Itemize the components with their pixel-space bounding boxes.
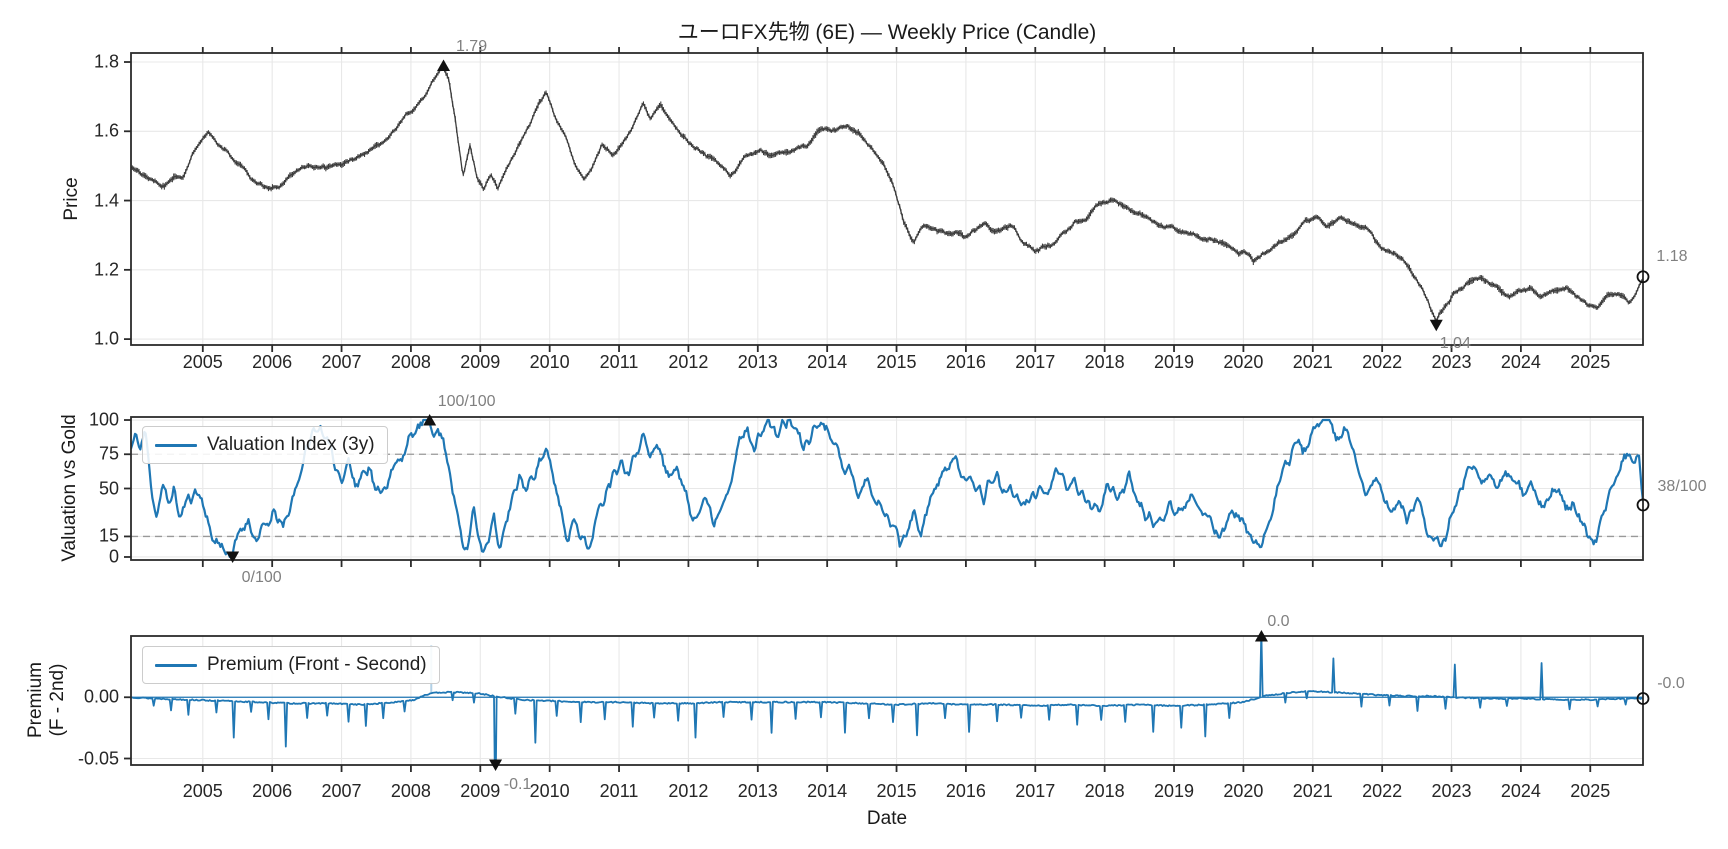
- chart-title: ユーロFX先物 (6E) — Weekly Price (Candle): [677, 21, 1097, 44]
- price-last-annotation: 1.18: [1656, 247, 1688, 265]
- x-tick-bottom-2012: 2012: [668, 781, 709, 801]
- x-tick-bottom-2017: 2017: [1015, 781, 1056, 801]
- valuation-axis-label-text: Valuation vs Gold: [59, 414, 80, 562]
- legend-line-sample-icon: [155, 663, 197, 667]
- premium-axis-label-line2: (F - 2nd): [47, 663, 68, 737]
- y-tick-premium-0.00: 0.00: [83, 686, 119, 707]
- x-tick-2025: 2025: [1570, 352, 1611, 372]
- x-tick-2019: 2019: [1154, 352, 1195, 372]
- valuation-low-annotation: 0/100: [241, 568, 282, 586]
- x-tick-2016: 2016: [945, 352, 986, 372]
- x-tick-bottom-2005: 2005: [182, 781, 223, 801]
- y-tick-price-1.6: 1.6: [93, 120, 119, 141]
- legend-line-sample-icon: [155, 443, 197, 447]
- valuation-last-annotation: 38/100: [1657, 477, 1707, 495]
- x-tick-2008: 2008: [390, 352, 431, 372]
- premium-low-annotation: -0.1: [503, 776, 532, 793]
- y-tick-price-1.4: 1.4: [93, 190, 119, 211]
- premium-legend: Premium (Front - Second): [142, 646, 440, 684]
- x-tick-2024: 2024: [1500, 352, 1541, 372]
- price-high-annotation: 1.79: [455, 38, 488, 56]
- x-tick-2018: 2018: [1084, 352, 1125, 372]
- x-tick-bottom-2025: 2025: [1570, 781, 1611, 801]
- x-tick-2010: 2010: [529, 352, 570, 372]
- y-tick-price-1.2: 1.2: [93, 259, 119, 280]
- x-tick-2005: 2005: [182, 352, 223, 372]
- valuation-legend-label: Valuation Index (3y): [207, 434, 375, 455]
- x-tick-bottom-2010: 2010: [529, 781, 570, 801]
- premium-last-annotation: -0.0: [1657, 675, 1685, 693]
- y-tick-price-1.8: 1.8: [93, 51, 119, 72]
- x-tick-2014: 2014: [807, 352, 848, 372]
- premium-axis-label: Premium (F - 2nd): [25, 662, 69, 738]
- x-tick-2009: 2009: [460, 352, 501, 372]
- x-tick-2020: 2020: [1223, 352, 1264, 372]
- x-tick-bottom-2016: 2016: [945, 781, 986, 801]
- price-low-annotation: 1.04: [1439, 335, 1471, 353]
- x-tick-2022: 2022: [1362, 352, 1403, 372]
- x-tick-bottom-2011: 2011: [599, 781, 639, 801]
- x-tick-bottom-2007: 2007: [321, 781, 362, 801]
- x-tick-2013: 2013: [737, 352, 778, 372]
- x-tick-bottom-2023: 2023: [1431, 781, 1472, 801]
- x-tick-2012: 2012: [668, 352, 709, 372]
- valuation-axis-label: Valuation vs Gold: [59, 414, 81, 562]
- premium-legend-label: Premium (Front - Second): [207, 654, 427, 675]
- x-tick-bottom-2024: 2024: [1500, 781, 1541, 801]
- x-tick-bottom-2008: 2008: [390, 781, 431, 801]
- x-tick-2015: 2015: [876, 352, 917, 372]
- y-tick-valuation-15: 15: [98, 525, 119, 546]
- x-tick-2006: 2006: [252, 352, 293, 372]
- x-tick-2017: 2017: [1015, 352, 1056, 372]
- x-tick-bottom-2015: 2015: [876, 781, 917, 801]
- x-tick-bottom-2019: 2019: [1154, 781, 1195, 801]
- x-tick-2011: 2011: [599, 352, 639, 372]
- x-tick-bottom-2014: 2014: [807, 781, 848, 801]
- premium-axis-label-line1: Premium: [25, 661, 46, 739]
- date-axis-label: Date: [866, 808, 908, 829]
- y-tick-valuation-75: 75: [98, 443, 119, 464]
- x-tick-2023: 2023: [1431, 352, 1472, 372]
- premium-high-annotation: 0.0: [1267, 613, 1290, 630]
- x-tick-bottom-2022: 2022: [1362, 781, 1403, 801]
- x-tick-bottom-2013: 2013: [737, 781, 778, 801]
- y-tick-price-1.0: 1.0: [93, 328, 119, 349]
- x-tick-bottom-2006: 2006: [252, 781, 293, 801]
- y-tick-valuation-0: 0: [108, 546, 119, 567]
- y-tick-premium--0.05: -0.05: [77, 748, 119, 768]
- x-tick-2007: 2007: [321, 352, 362, 372]
- y-tick-valuation-100: 100: [88, 409, 119, 430]
- x-tick-bottom-2009: 2009: [460, 781, 501, 801]
- x-tick-bottom-2020: 2020: [1223, 781, 1264, 801]
- valuation-high-annotation: 100/100: [437, 393, 496, 410]
- x-tick-bottom-2018: 2018: [1084, 781, 1125, 801]
- x-tick-bottom-2021: 2021: [1292, 781, 1333, 801]
- valuation-legend: Valuation Index (3y): [142, 426, 388, 464]
- price-axis-label-text: Price: [61, 177, 82, 221]
- x-tick-2021: 2021: [1292, 352, 1333, 372]
- price-axis-label: Price: [61, 177, 83, 220]
- y-tick-valuation-50: 50: [98, 478, 119, 498]
